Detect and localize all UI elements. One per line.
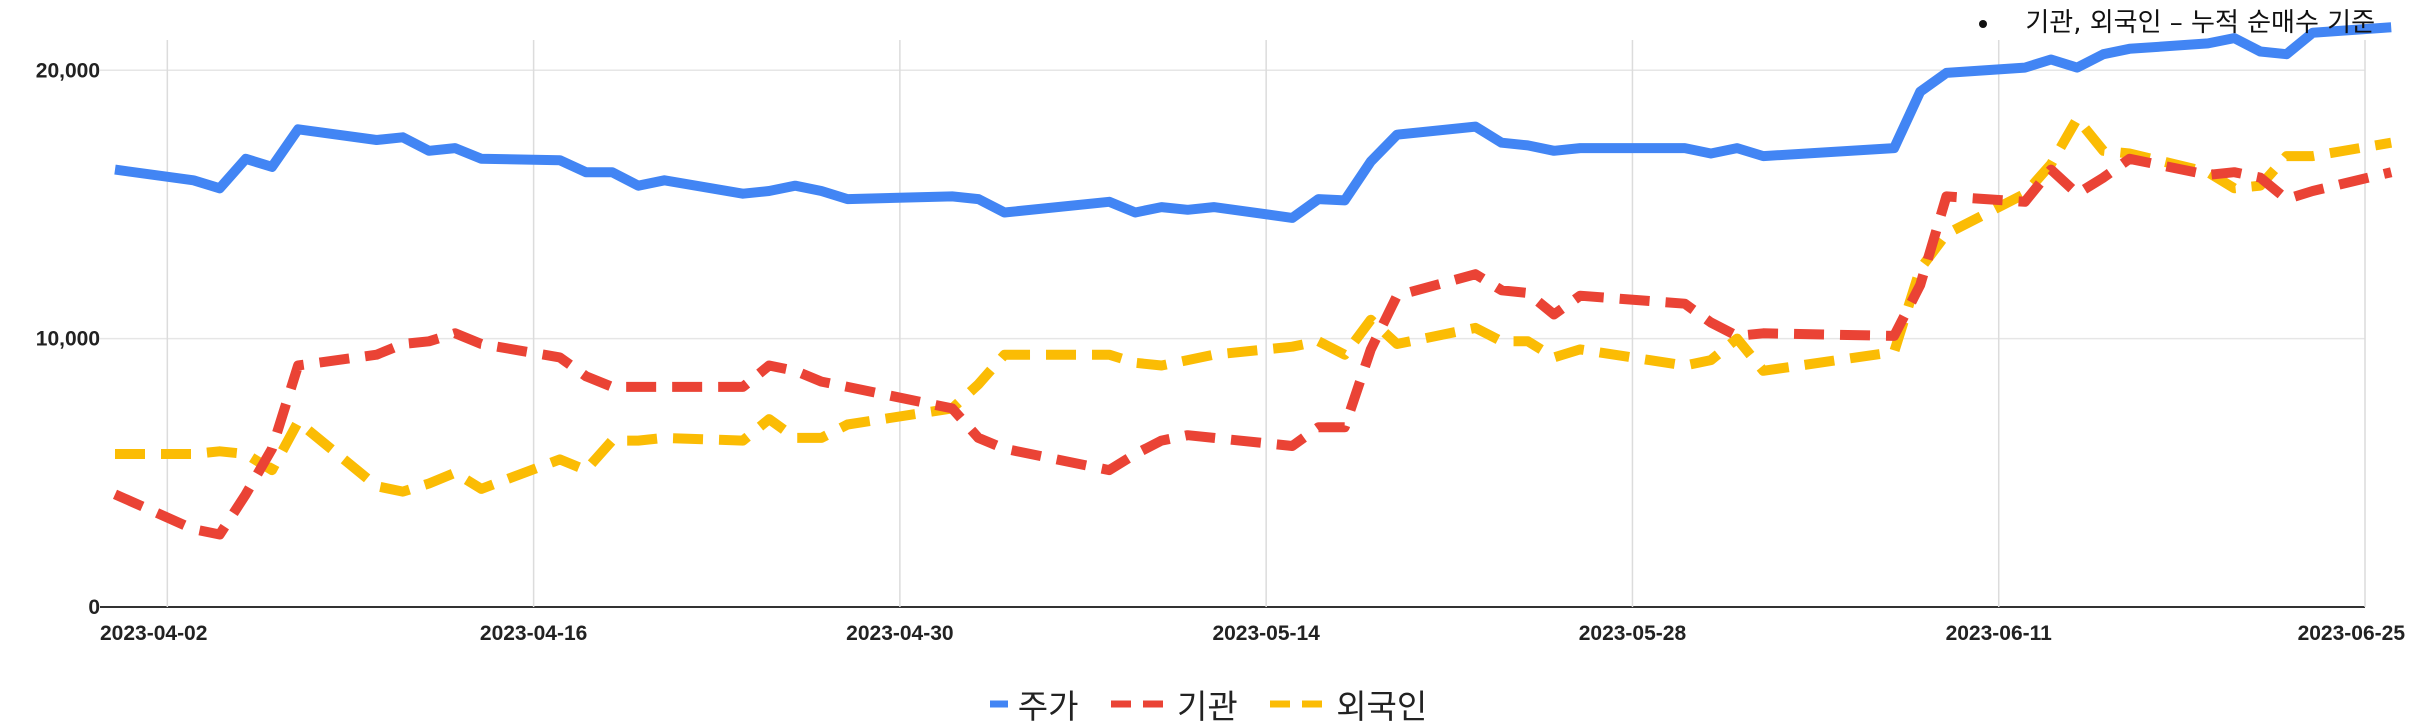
x-tick-label: 2023-05-14	[1212, 622, 1320, 645]
legend-item-institution: 기관	[1109, 680, 1238, 728]
series-layer	[112, 22, 2393, 540]
x-tick-label: 2023-04-02	[100, 622, 207, 645]
annotation-text: 기관, 외국인 – 누적 순매수 기준	[2025, 8, 2375, 38]
legend-swatch-icon	[1270, 700, 1327, 708]
y-tick-label: 0	[88, 596, 100, 619]
series-line-institution	[112, 153, 2393, 540]
legend-swatch-icon	[1110, 700, 1167, 708]
legend: 주가 기관 외국인	[0, 678, 2415, 728]
legend-label: 주가	[1017, 687, 1079, 726]
legend-item-price: 주가	[988, 680, 1079, 728]
y-tick-label: 20,000	[36, 59, 100, 82]
x-tick-label: 2023-04-16	[480, 622, 587, 645]
x-tick-label: 2023-05-28	[1579, 622, 1687, 645]
x-tick-label: 2023-04-30	[846, 622, 953, 645]
annotation-note: 기관, 외국인 – 누적 순매수 기준	[1979, 2, 2375, 39]
legend-label: 외국인	[1336, 687, 1428, 726]
x-tick-label: 2023-06-11	[1946, 622, 2053, 645]
legend-swatch-icon	[989, 700, 1008, 708]
legend-label: 기관	[1176, 687, 1238, 726]
axis-labels: 0 10,000 20,000 2023-04-02 2023-04-16 2023-04…	[36, 59, 2406, 645]
bullet-icon	[1979, 19, 1988, 28]
legend-item-foreigner: 외국인	[1268, 680, 1427, 728]
x-tick-label: 2023-06-25	[2298, 622, 2406, 645]
chart-svg: 0 10,000 20,000 2023-04-02 2023-04-16 2023-04…	[36, 22, 2406, 645]
grid-lines	[100, 40, 2366, 608]
y-tick-label: 10,000	[36, 328, 100, 351]
series-line-price	[114, 22, 2392, 223]
series-line-foreigner	[115, 113, 2393, 497]
